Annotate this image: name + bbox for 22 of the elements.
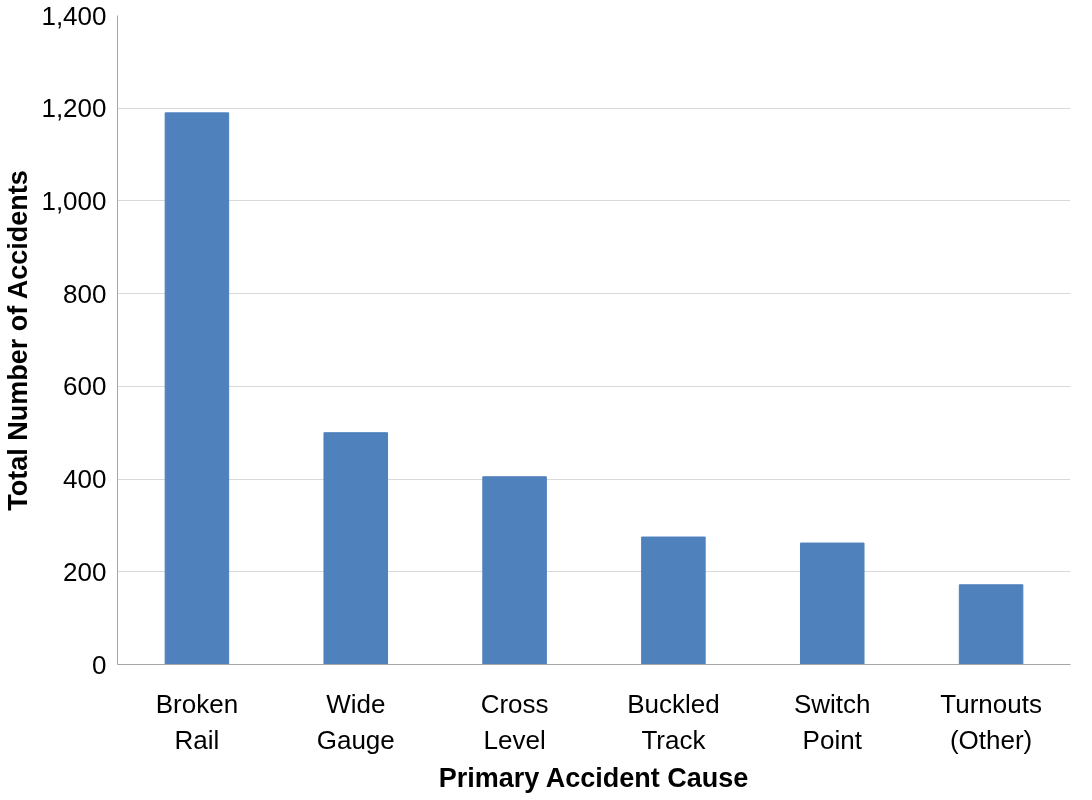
y-tick-label: 600 xyxy=(63,371,107,402)
y-tick-label: 1,000 xyxy=(41,185,107,216)
x-axis-title: Primary Accident Cause xyxy=(438,762,749,793)
bar xyxy=(799,542,865,665)
y-tick-label: 400 xyxy=(63,464,107,495)
bar xyxy=(641,536,706,665)
bar xyxy=(323,432,389,665)
y-tick-label: 1,400 xyxy=(41,0,107,31)
y-axis-title: Total Number of Accidents xyxy=(3,170,34,511)
y-tick-label: 0 xyxy=(92,649,107,680)
y-tick-label: 200 xyxy=(63,556,107,587)
x-tick-label: Switch Point xyxy=(793,688,871,755)
bar xyxy=(164,112,230,665)
bar xyxy=(958,584,1024,665)
bar xyxy=(482,476,547,665)
x-tick-label: Buckled Track xyxy=(627,688,720,755)
x-tick-label: Cross Level xyxy=(480,688,549,755)
x-tick-label: Wide Gauge xyxy=(316,688,395,755)
x-tick-label: Turnouts (Other) xyxy=(940,688,1042,755)
x-tick-label: Broken Rail xyxy=(155,688,239,755)
y-tick-label: 1,200 xyxy=(41,93,107,124)
y-tick-label: 800 xyxy=(63,278,107,309)
